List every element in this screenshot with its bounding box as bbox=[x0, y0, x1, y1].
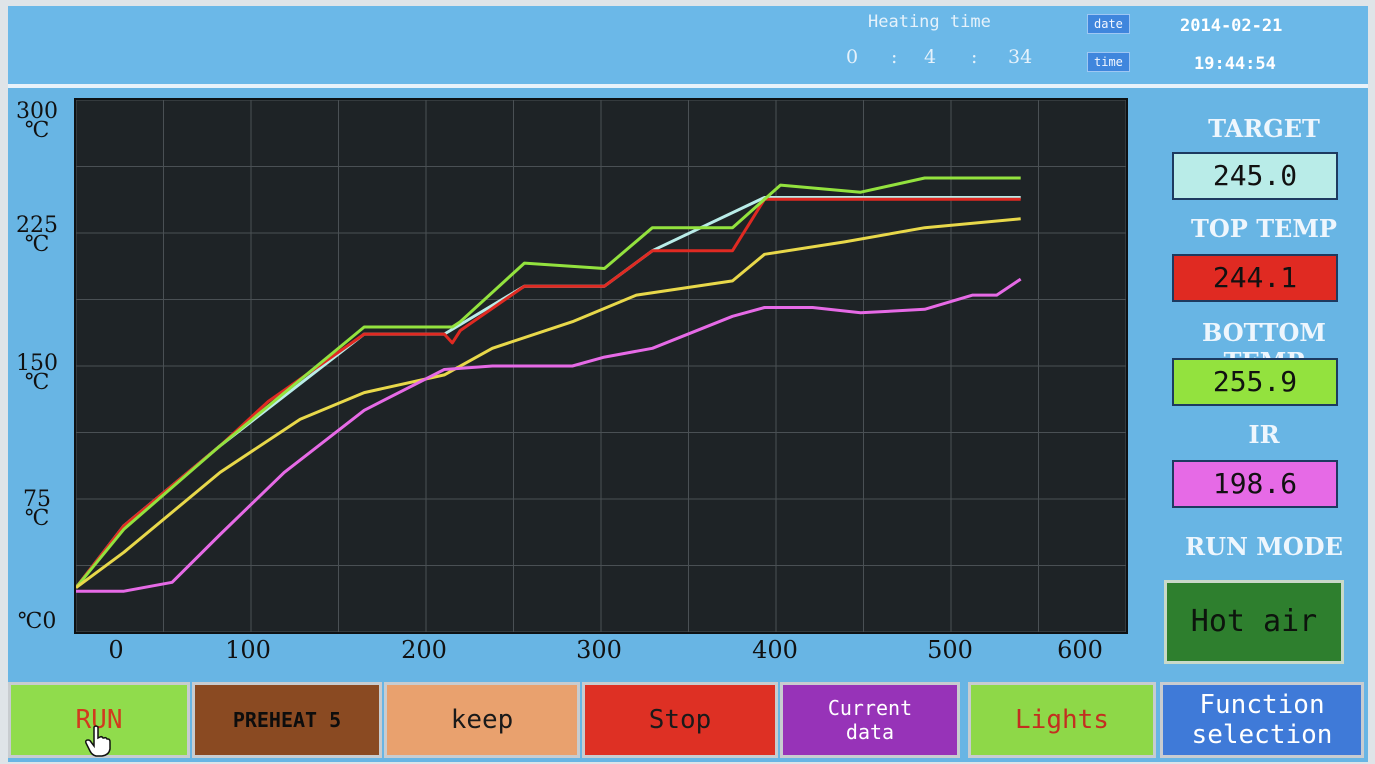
x-tick-600: 600 bbox=[1057, 636, 1103, 664]
stop-button[interactable]: Stop bbox=[582, 682, 778, 758]
function-selection-button[interactable]: Function selection bbox=[1160, 682, 1364, 758]
x-tick-200: 200 bbox=[401, 636, 447, 664]
status-bar: Heating time 0 : 4 : 34 date 2014-02-21 … bbox=[8, 6, 1368, 88]
run-button[interactable]: RUN bbox=[8, 682, 190, 758]
temperature-chart bbox=[74, 98, 1128, 634]
function-line1: Function bbox=[1199, 690, 1325, 720]
ir-series-line bbox=[76, 277, 1022, 593]
y-tick-75: 75 ℃ bbox=[23, 487, 51, 531]
top-temp-value: 244.1 bbox=[1172, 254, 1338, 302]
target-label: TARGET bbox=[1208, 114, 1320, 143]
y-tick-300: 300 ℃ bbox=[16, 99, 58, 143]
x-tick-0: 0 bbox=[108, 636, 124, 664]
target-value[interactable]: 245.0 bbox=[1172, 152, 1338, 200]
run-mode-label: RUN MODE bbox=[1185, 532, 1343, 561]
current-data-line2: data bbox=[845, 720, 895, 744]
ir-value: 198.6 bbox=[1172, 460, 1338, 508]
ir-label: IR bbox=[1248, 420, 1280, 449]
y-tick-225: 225 ℃ bbox=[16, 213, 58, 257]
current-data-line1: Current bbox=[827, 696, 913, 720]
x-tick-300: 300 bbox=[576, 636, 622, 664]
function-line2: selection bbox=[1191, 720, 1333, 750]
heating-time-label: Heating time bbox=[868, 12, 991, 32]
target-series-line bbox=[76, 196, 1021, 589]
x-tick-400: 400 bbox=[752, 636, 798, 664]
y-tick-0: ℃0 bbox=[17, 609, 57, 634]
date-tag: date bbox=[1087, 14, 1130, 34]
time-separator: : bbox=[891, 46, 898, 68]
yellow-series-line bbox=[76, 217, 1021, 589]
heating-time-minutes: 4 bbox=[924, 46, 937, 68]
time-separator: : bbox=[971, 46, 978, 68]
heating-time-seconds: 34 bbox=[1008, 46, 1033, 68]
date-value: 2014-02-21 bbox=[1180, 16, 1283, 36]
time-tag: time bbox=[1087, 52, 1130, 72]
top-temp-series-line bbox=[76, 197, 1021, 589]
top-temp-label: TOP TEMP bbox=[1191, 214, 1337, 243]
bottom-temp-series-line bbox=[76, 176, 1021, 589]
run-label: RUN bbox=[75, 705, 123, 735]
y-tick-150: 150 ℃ bbox=[16, 351, 58, 395]
keep-button[interactable]: keep bbox=[384, 682, 580, 758]
clock-value: 19:44:54 bbox=[1194, 54, 1276, 74]
preheat-button[interactable]: PREHEAT 5 bbox=[192, 682, 382, 758]
bottom-temp-value: 255.9 bbox=[1172, 358, 1338, 406]
heating-time-hours: 0 bbox=[846, 46, 859, 68]
x-tick-100: 100 bbox=[225, 636, 271, 664]
hmi-screen: Heating time 0 : 4 : 34 date 2014-02-21 … bbox=[8, 6, 1368, 762]
hand-cursor-icon bbox=[85, 725, 111, 757]
lights-button[interactable]: Lights bbox=[968, 682, 1156, 758]
run-mode-button[interactable]: Hot air bbox=[1164, 580, 1344, 664]
x-tick-500: 500 bbox=[927, 636, 973, 664]
chart-canvas bbox=[76, 100, 1126, 632]
current-data-button[interactable]: Current data bbox=[780, 682, 960, 758]
